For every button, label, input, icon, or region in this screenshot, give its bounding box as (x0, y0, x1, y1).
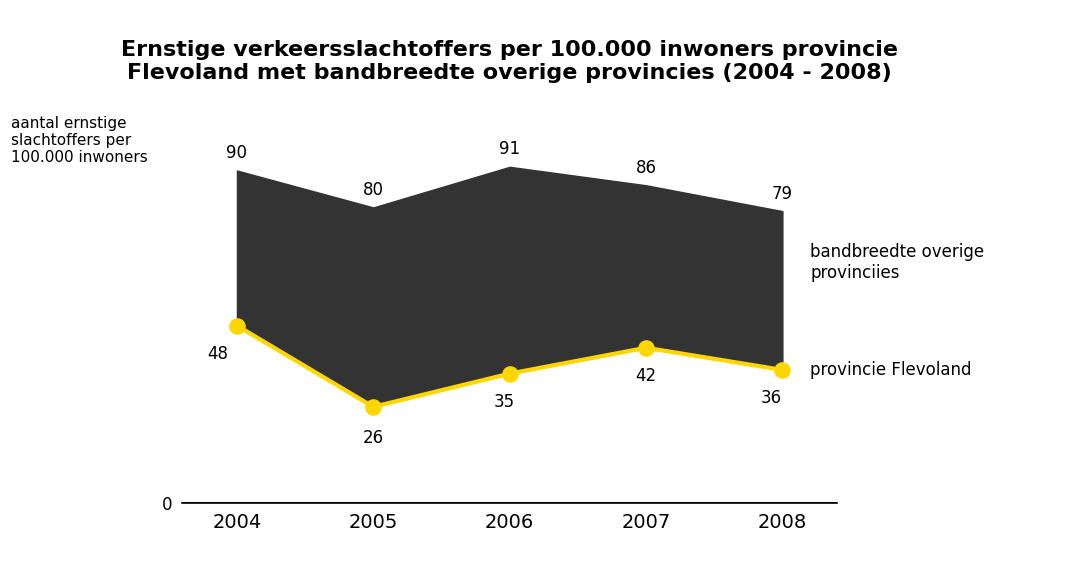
Text: 35: 35 (494, 393, 515, 411)
Text: bandbreedte overige
provinciies: bandbreedte overige provinciies (810, 243, 984, 282)
Point (637, 343, 655, 353)
Point (229, 321, 246, 330)
Point (365, 402, 382, 412)
Text: 90: 90 (226, 144, 248, 162)
Text: 86: 86 (635, 159, 657, 177)
Text: 79: 79 (771, 185, 793, 203)
Point (501, 369, 518, 378)
Text: 36: 36 (761, 390, 782, 407)
Text: 26: 26 (363, 429, 384, 447)
Title: Ernstige verkeersslachtoffers per 100.000 inwoners provincie
Flevoland met bandb: Ernstige verkeersslachtoffers per 100.00… (121, 40, 898, 83)
Point (774, 365, 791, 375)
Text: 80: 80 (363, 181, 384, 199)
Text: 91: 91 (499, 140, 520, 158)
Text: 42: 42 (635, 367, 657, 385)
Text: aantal ernstige
slachtoffers per
100.000 inwoners: aantal ernstige slachtoffers per 100.000… (11, 116, 147, 165)
Text: provincie Flevoland: provincie Flevoland (810, 361, 972, 379)
Text: 48: 48 (207, 345, 227, 363)
